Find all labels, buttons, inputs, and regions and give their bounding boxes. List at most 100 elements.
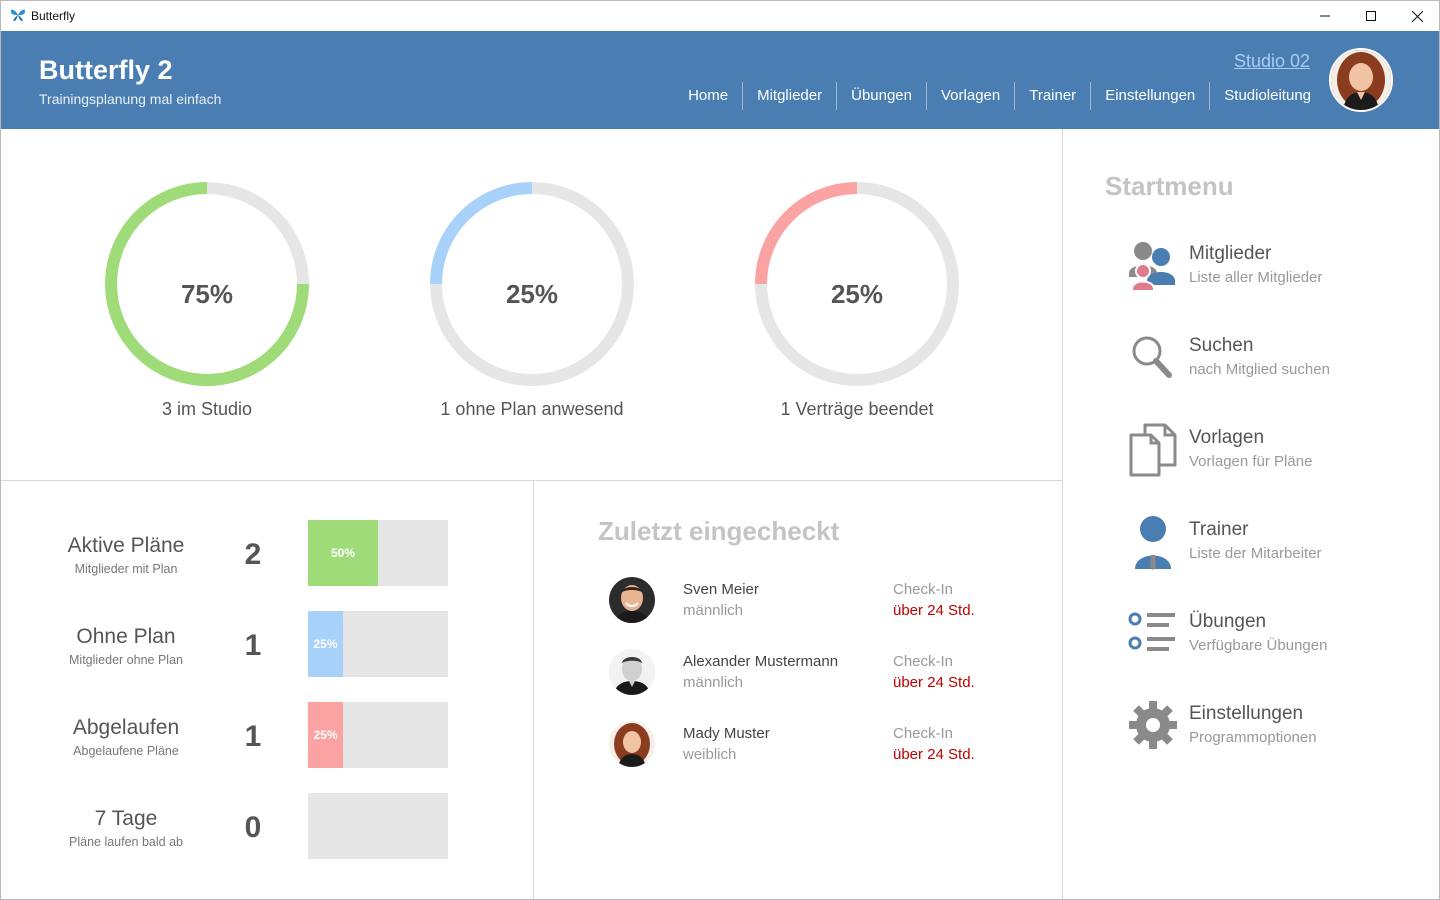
menu-subtitle: Liste der Mitarbeiter: [1189, 545, 1322, 562]
stat-bar-fill: 25%: [308, 702, 343, 768]
stat-bar-fill: 50%: [308, 520, 378, 586]
nav-trainer[interactable]: Trainer: [1014, 82, 1090, 110]
menu-subtitle: Liste aller Mitglieder: [1189, 269, 1323, 286]
sidebar-divider: [1062, 129, 1063, 899]
nav-home[interactable]: Home: [688, 87, 729, 104]
checkin-label: Check-In: [893, 653, 954, 670]
menu-mitglieder[interactable]: Mitglieder Liste aller Mitglieder: [1121, 239, 1421, 299]
close-button[interactable]: [1394, 1, 1440, 31]
stat-title: Abgelaufen: [72, 716, 180, 739]
gauge-percent: 25%: [830, 279, 884, 309]
checkin-time: über 24 Std.: [893, 674, 975, 691]
menu-title: Vorlagen: [1189, 427, 1265, 448]
stat-subtitle: Mitglieder mit Plan: [74, 562, 178, 576]
checkin-row[interactable]: Mady Muster weiblich Check-In über 24 St…: [609, 721, 1029, 769]
menu-subtitle: Verfügbare Übungen: [1189, 637, 1328, 654]
gauge-label: 1 ohne Plan anwesend: [440, 399, 624, 419]
checkin-row[interactable]: Alexander Mustermann männlich Check-In ü…: [609, 649, 1029, 697]
documents-icon: [1129, 423, 1177, 477]
gauge-ring: [430, 182, 634, 386]
stat-aktive-plaene[interactable]: Aktive Pläne Mitglieder mit Plan 2 50%: [1, 520, 531, 588]
checkin-time: über 24 Std.: [893, 602, 975, 619]
member-avatar: [609, 577, 655, 623]
gauge-vertraege-beendet: 25%: [752, 179, 1012, 439]
menu-subtitle: nach Mitglied suchen: [1189, 361, 1330, 378]
member-avatar-image: [609, 721, 655, 767]
stat-bar: 50%: [308, 520, 448, 586]
menu-title: Suchen: [1189, 335, 1254, 356]
nav-einstellungen[interactable]: Einstellungen: [1090, 82, 1209, 110]
menu-vorlagen[interactable]: Vorlagen Vorlagen für Pläne: [1121, 423, 1421, 483]
close-icon: [1411, 10, 1423, 22]
checkins-title: Zuletzt eingecheckt: [598, 516, 840, 546]
menu-title: Übungen: [1189, 611, 1267, 632]
maximize-button[interactable]: [1348, 1, 1394, 31]
brand-title: Butterfly 2: [39, 55, 173, 85]
member-gender: männlich: [683, 602, 744, 619]
stat-ohne-plan[interactable]: Ohne Plan Mitglieder ohne Plan 1 25%: [1, 611, 531, 679]
search-icon: [1132, 336, 1172, 378]
menu-trainer[interactable]: Trainer Liste der Mitarbeiter: [1121, 515, 1421, 575]
gauge-im-studio: 75%: [102, 179, 362, 439]
stat-count: 1: [244, 720, 262, 753]
stat-bar: 25%: [308, 611, 448, 677]
gauge-ring: [755, 182, 959, 386]
stat-count: 0: [244, 811, 262, 844]
maximize-icon: [1366, 11, 1376, 21]
member-avatar: [609, 649, 655, 695]
nav-uebungen[interactable]: Übungen: [836, 82, 926, 110]
member-gender: weiblich: [683, 746, 737, 763]
nav-mitglieder[interactable]: Mitglieder: [742, 82, 836, 110]
stat-7-tage[interactable]: 7 Tage Pläne laufen bald ab 0: [1, 793, 531, 861]
gauge-arc: [105, 182, 309, 386]
menu-uebungen[interactable]: Übungen Verfügbare Übungen: [1121, 607, 1421, 667]
checkin-time: über 24 Std.: [893, 746, 975, 763]
gauge-arc: [430, 182, 533, 285]
checkin-label: Check-In: [893, 581, 954, 598]
window-title: Butterfly: [31, 9, 76, 23]
main-nav: Home Mitglieder Übungen Vorlagen Trainer…: [674, 81, 1325, 111]
menu-subtitle: Vorlagen für Pläne: [1189, 453, 1313, 470]
checkin-label: Check-In: [893, 725, 954, 742]
trainer-icon: [1135, 516, 1171, 570]
studio-link[interactable]: Studio 02: [1234, 51, 1311, 71]
member-avatar: [609, 721, 655, 767]
brand-subtitle: Trainingsplanung mal einfach: [39, 91, 222, 107]
stat-subtitle: Mitglieder ohne Plan: [69, 653, 183, 667]
gear-icon: [1129, 701, 1177, 749]
menu-suchen[interactable]: Suchen nach Mitglied suchen: [1121, 331, 1421, 391]
gauge-percent: 25%: [505, 279, 559, 309]
minimize-button[interactable]: [1302, 1, 1348, 31]
gauge-percent: 75%: [180, 279, 234, 309]
stat-abgelaufen[interactable]: Abgelaufen Abgelaufene Pläne 1 25%: [1, 702, 531, 770]
member-name: Sven Meier: [683, 581, 759, 598]
member-avatar-image: [609, 649, 655, 695]
member-avatar-image: [609, 577, 655, 623]
title-bar: Butterfly: [1, 1, 1439, 31]
stat-subtitle: Abgelaufene Pläne: [73, 744, 179, 758]
stat-subtitle: Pläne laufen bald ab: [69, 835, 183, 849]
user-avatar-image: [1331, 50, 1391, 110]
members-icon: [1129, 242, 1175, 292]
nav-vorlagen[interactable]: Vorlagen: [926, 82, 1014, 110]
dashboard-divider: [1, 480, 1062, 481]
butterfly-app-icon: [10, 9, 26, 21]
app-header: Butterfly 2 Trainingsplanung mal einfach…: [1, 31, 1439, 129]
stat-bar: 25%: [308, 702, 448, 768]
menu-einstellungen[interactable]: Einstellungen Programmoptionen: [1121, 699, 1421, 759]
stat-bar: [308, 793, 448, 859]
nav-studioleitung[interactable]: Studioleitung: [1209, 82, 1325, 110]
checkin-row[interactable]: Sven Meier männlich Check-In über 24 Std…: [609, 577, 1029, 625]
gauge-arc: [755, 182, 858, 285]
gauge-label: 1 Verträge beendet: [780, 399, 934, 419]
user-avatar[interactable]: [1329, 48, 1393, 112]
menu-title: Einstellungen: [1189, 703, 1304, 724]
stat-title: Aktive Pläne: [67, 534, 185, 557]
list-icon: [1128, 612, 1175, 651]
member-gender: männlich: [683, 674, 744, 691]
minimize-icon: [1320, 15, 1330, 17]
menu-title: Mitglieder: [1189, 243, 1272, 264]
stats-divider: [533, 481, 534, 899]
menu-title: Trainer: [1189, 519, 1249, 540]
